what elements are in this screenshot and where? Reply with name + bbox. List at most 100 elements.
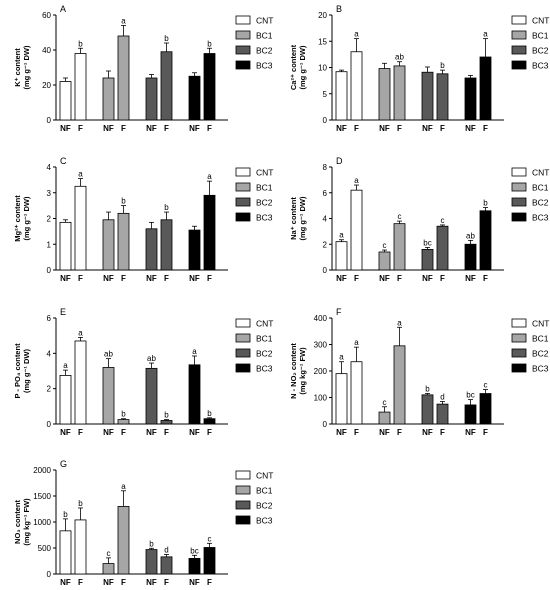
x-category-label: NF	[60, 578, 71, 587]
significance-letter: b	[63, 510, 68, 519]
x-category-label: F	[164, 578, 169, 587]
x-category-label: F	[121, 274, 126, 283]
bar	[203, 547, 216, 575]
y-tick-label: 2000	[33, 466, 51, 475]
significance-letter: c	[383, 398, 387, 407]
bar	[160, 219, 173, 271]
x-category-label: NF	[103, 428, 114, 437]
legend-swatch	[511, 30, 527, 40]
legend-swatch	[511, 333, 527, 343]
significance-letter: b	[164, 34, 169, 43]
x-category-label: F	[397, 124, 402, 133]
x-category-label: F	[78, 274, 83, 283]
bar	[335, 373, 348, 425]
y-tick-label: 4	[47, 163, 52, 172]
bar	[378, 68, 391, 121]
x-category-label: F	[164, 124, 169, 133]
y-tick-label: 1000	[33, 518, 51, 527]
x-category-label: F	[354, 124, 359, 133]
x-category-label: F	[354, 428, 359, 437]
bar	[74, 185, 87, 271]
legend-label: BC3	[256, 516, 273, 526]
bar	[350, 51, 363, 121]
y-axis-label: P - PO₄ content	[13, 343, 22, 399]
legend-swatch	[235, 333, 251, 343]
significance-letter: a	[397, 318, 402, 327]
significance-letter: b	[164, 411, 169, 420]
bar	[59, 221, 72, 271]
bar	[393, 223, 406, 271]
x-category-label: NF	[103, 274, 114, 283]
legend-swatch	[235, 60, 251, 70]
bar	[145, 228, 158, 271]
bar	[145, 77, 158, 121]
legend-swatch	[235, 318, 251, 328]
legend-label: CNT	[256, 168, 273, 178]
bar	[421, 394, 434, 425]
significance-letter: a	[63, 361, 68, 370]
bar	[59, 530, 72, 575]
significance-letter: b	[207, 409, 212, 418]
x-category-label: NF	[465, 428, 476, 437]
panel-letter: A	[60, 4, 66, 14]
x-category-label: F	[164, 274, 169, 283]
bar	[421, 71, 434, 121]
y-axis-label: (mg g⁻¹ DW)	[22, 349, 31, 393]
bar	[335, 241, 348, 271]
legend-label: BC2	[532, 46, 549, 56]
bar	[203, 53, 216, 121]
bar	[74, 53, 87, 121]
legend-label: BC3	[532, 61, 549, 71]
y-tick-label: 0	[47, 570, 52, 579]
bar	[74, 340, 87, 425]
y-tick-label: 40	[42, 46, 51, 55]
x-category-label: NF	[336, 124, 347, 133]
significance-letter: a	[78, 170, 83, 179]
x-category-label: F	[483, 124, 488, 133]
x-category-label: F	[78, 428, 83, 437]
x-category-label: NF	[189, 124, 200, 133]
legend-label: BC1	[256, 183, 273, 193]
bar	[188, 229, 201, 271]
x-category-label: NF	[422, 428, 433, 437]
bar	[479, 56, 492, 121]
panel-letter: C	[60, 156, 67, 166]
legend-label: BC2	[532, 198, 549, 208]
x-category-label: NF	[465, 274, 476, 283]
x-category-label: NF	[60, 274, 71, 283]
legend-label: BC2	[256, 46, 273, 56]
bar	[188, 558, 201, 575]
significance-letter: a	[354, 30, 359, 39]
bar	[393, 345, 406, 425]
x-category-label: NF	[146, 124, 157, 133]
x-category-label: F	[78, 124, 83, 133]
bar	[117, 419, 130, 425]
y-axis-label: K⁺ content	[13, 48, 22, 87]
bar	[102, 219, 115, 271]
bar	[117, 212, 130, 271]
legend-swatch	[511, 363, 527, 373]
x-category-label: NF	[146, 578, 157, 587]
legend-swatch	[511, 15, 527, 25]
bar	[464, 243, 477, 271]
significance-letter: c	[107, 549, 111, 558]
significance-letter: ab	[147, 354, 156, 363]
x-category-label: F	[121, 428, 126, 437]
y-tick-label: 1	[47, 240, 52, 249]
x-category-label: NF	[146, 428, 157, 437]
bar	[436, 225, 449, 271]
panel-letter: D	[336, 156, 343, 166]
legend-swatch	[511, 212, 527, 222]
y-axis-label: Ca²⁺ content	[289, 44, 298, 90]
x-category-label: NF	[422, 274, 433, 283]
bar	[479, 210, 492, 271]
legend-label: BC3	[256, 213, 273, 223]
x-category-label: NF	[103, 578, 114, 587]
x-category-label: NF	[336, 428, 347, 437]
y-tick-label: 300	[314, 341, 328, 350]
significance-letter: c	[441, 216, 445, 225]
y-tick-label: 5	[323, 90, 328, 99]
legend-swatch	[235, 348, 251, 358]
y-axis-label: Mg²⁺ content	[13, 195, 22, 242]
bar	[160, 556, 173, 575]
